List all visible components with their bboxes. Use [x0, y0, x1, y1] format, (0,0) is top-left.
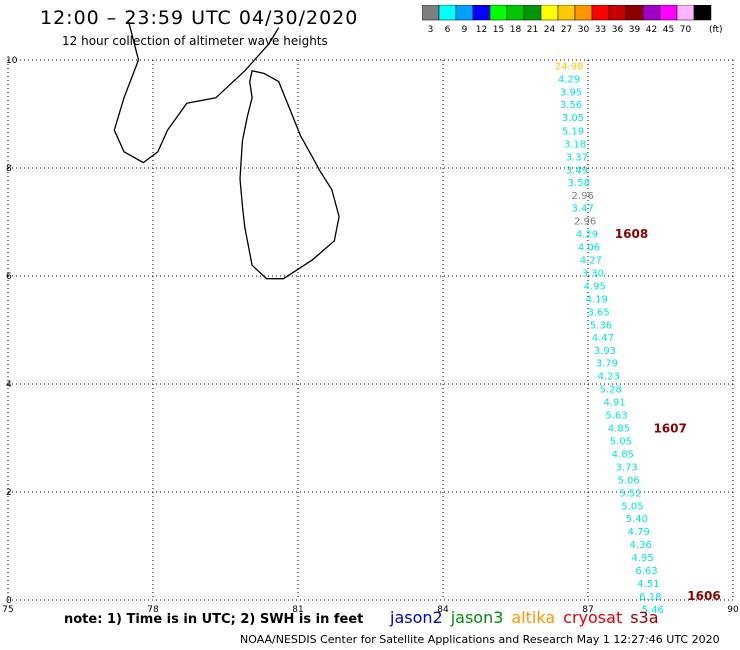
pass-number-label: 1606 — [687, 589, 720, 603]
scale-label: 6 — [445, 25, 451, 35]
scale-swatch — [693, 5, 712, 21]
lat-tick-label: 2 — [6, 488, 12, 498]
wave-height-value: 4.85 — [608, 424, 630, 435]
scale-label: 39 — [629, 25, 641, 35]
scale-label: 3 — [428, 25, 434, 35]
wave-height-value: 5.63 — [605, 411, 627, 422]
scale-label: 42 — [646, 25, 657, 35]
pass-number-label: 1608 — [615, 227, 648, 241]
page-title: 12:00 – 23:59 UTC 04/30/2020 — [40, 7, 359, 29]
wave-height-value: 3.93 — [594, 346, 616, 357]
scale-label: 27 — [561, 25, 572, 35]
wave-height-value: 3.49 — [566, 165, 588, 176]
wave-height-value: 4.85 — [612, 449, 634, 460]
wave-height-value: 3.37 — [566, 152, 588, 163]
wave-height-value: 5.46 — [642, 605, 664, 616]
lat-tick-label: 10 — [6, 56, 18, 66]
scale-label: 30 — [578, 25, 590, 35]
wave-height-value: 5.19 — [562, 127, 584, 138]
scale-label: 45 — [663, 25, 674, 35]
lat-tick-label: 0 — [6, 596, 12, 606]
color-scale-legend: 3 6 9 12 15 18 21 24 27 30 33 36 39 42 45 70 (ft) — [422, 5, 723, 35]
wave-height-value: 4.19 — [586, 294, 608, 305]
satellite-s3a: s3a — [630, 608, 659, 627]
wave-height-value: 24.98 — [555, 62, 584, 73]
wave-height-value: 5.05 — [610, 436, 632, 447]
lat-tick-label: 4 — [6, 380, 12, 390]
wave-height-value: 4.95 — [584, 282, 606, 293]
pass-number-label: 1607 — [653, 422, 686, 436]
scale-label: 21 — [527, 25, 538, 35]
scale-label: 70 — [680, 25, 692, 35]
wave-height-value: 5.36 — [590, 320, 612, 331]
footnote: note: 1) Time is in UTC; 2) SWH is in fe… — [64, 612, 364, 627]
wave-height-value: 4.51 — [637, 579, 659, 590]
lon-tick-label: 90 — [727, 605, 739, 615]
wave-height-value: 3.58 — [568, 178, 590, 189]
wave-height-value: 3.56 — [560, 100, 582, 111]
india-coastline — [113, 22, 280, 164]
scale-unit: (ft) — [709, 25, 723, 35]
scale-label: 9 — [462, 25, 468, 35]
credit-line: NOAA/NESDIS Center for Satellite Applica… — [240, 633, 720, 646]
satellite-cryosat: cryosat — [563, 608, 623, 627]
wave-height-value: 4.29 — [558, 75, 580, 86]
wave-height-value: 4.23 — [598, 372, 620, 383]
scale-label: 12 — [476, 25, 487, 35]
wave-height-value: 4.27 — [580, 256, 602, 267]
wave-height-value: 2.96 — [572, 191, 594, 202]
wave-height-value: 5.06 — [617, 475, 639, 486]
satellite-jason3: jason3 — [450, 608, 504, 627]
lon-tick-label: 75 — [2, 605, 13, 615]
page-subtitle: 12 hour collection of altimeter wave hei… — [62, 34, 328, 48]
wave-height-value: 4.36 — [630, 540, 652, 551]
wave-height-value: 5.40 — [626, 514, 648, 525]
lon-tick-label: 84 — [437, 605, 449, 615]
wave-height-value: 3.18 — [564, 139, 586, 150]
wave-height-value: 4.29 — [576, 230, 598, 241]
lat-tick-label: 8 — [6, 164, 12, 174]
satellite-altika: altika — [511, 608, 556, 627]
satellite-jason2: jason2 — [390, 608, 443, 627]
wave-height-value: 4.47 — [592, 333, 614, 344]
wave-height-value: 3.30 — [582, 269, 604, 280]
wave-height-value: 3.95 — [560, 88, 582, 99]
satellite-legend: jason2 jason3 altika cryosat s3a — [390, 608, 667, 627]
wave-height-value: 6.63 — [635, 566, 657, 577]
wave-height-value: 5.28 — [600, 385, 622, 396]
wave-height-value: 5.05 — [621, 501, 643, 512]
wave-height-value: 4.06 — [578, 243, 600, 254]
wave-height-value: 4.91 — [603, 398, 625, 409]
wave-height-value: 6.18 — [639, 592, 661, 603]
lon-tick-label: 78 — [147, 605, 159, 615]
scale-label: 36 — [612, 25, 624, 35]
wave-height-value: 3.65 — [588, 307, 610, 318]
wave-height-value: 2.96 — [574, 217, 596, 228]
scale-label: 15 — [493, 25, 504, 35]
wave-height-value: 3.73 — [616, 462, 638, 473]
wave-height-value: 4.95 — [631, 553, 653, 564]
wave-height-value: 3.79 — [596, 359, 618, 370]
scale-label: 18 — [510, 25, 522, 35]
wave-height-value: 3.47 — [572, 204, 594, 215]
wave-height-value: 3.05 — [562, 113, 584, 124]
scale-label: 24 — [544, 25, 556, 35]
lon-tick-label: 87 — [582, 605, 593, 615]
sri-lanka-coastline — [239, 70, 340, 280]
wave-height-value: 5.52 — [619, 488, 641, 499]
lat-tick-label: 6 — [6, 272, 12, 282]
lon-tick-label: 81 — [292, 605, 303, 615]
scale-label: 33 — [595, 25, 606, 35]
wave-height-value: 4.79 — [628, 527, 650, 538]
